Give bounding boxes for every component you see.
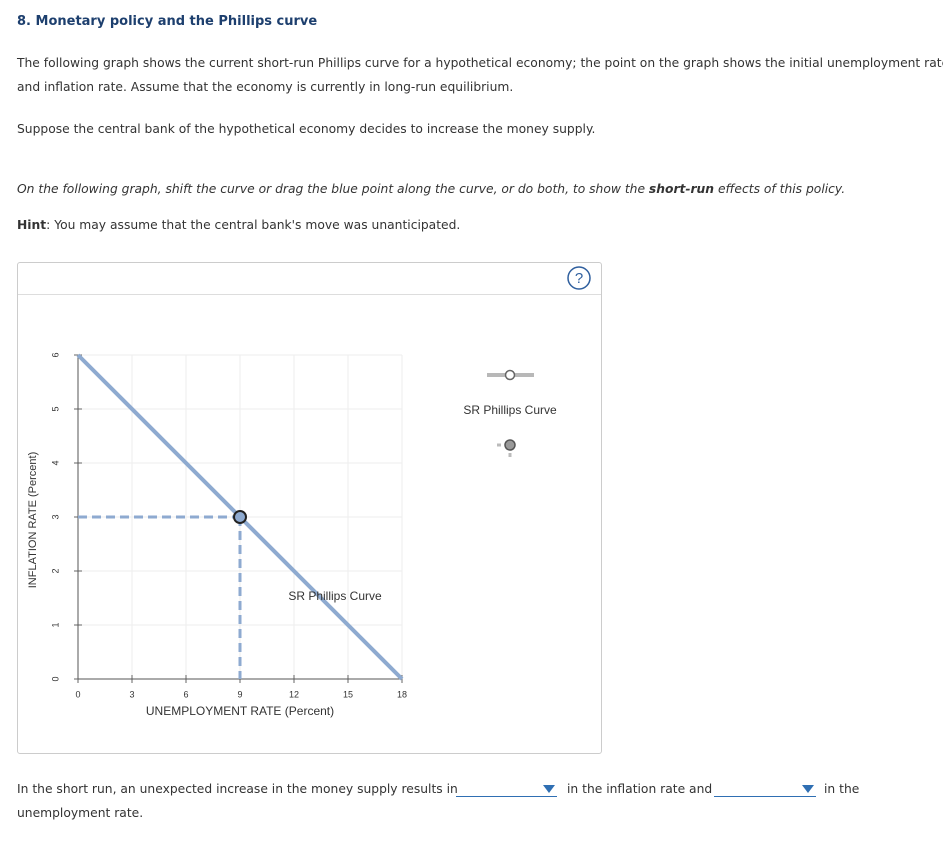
dropdown[interactable]	[456, 782, 557, 797]
y-tick-label: 2	[50, 568, 60, 573]
instruction-text: On the following graph, shift the curve …	[17, 182, 649, 196]
line-tool-handle[interactable]	[504, 369, 516, 381]
dropdown-arrow	[543, 785, 555, 793]
y-tick-label: 1	[50, 622, 60, 627]
hint-label: Hint	[17, 218, 47, 232]
x-tick-label: 3	[129, 689, 134, 699]
help-label[interactable]: ?	[575, 270, 583, 287]
help-button[interactable]	[567, 266, 591, 290]
question-text: In the short run, an unexpected increase…	[17, 782, 458, 796]
y-axis-label: INFLATION RATE (Percent)	[27, 452, 39, 589]
instruction-emphasis: short-run	[648, 182, 715, 196]
page-title: 8. Monetary policy and the Phillips curv…	[17, 14, 318, 29]
x-tick-label: 12	[289, 689, 299, 699]
point-tool[interactable]	[504, 439, 516, 451]
y-tick-label: 6	[50, 352, 60, 357]
panel-header	[18, 263, 601, 295]
palette: SR Phillips Curve	[463, 369, 557, 457]
dropdown-arrow	[802, 785, 814, 793]
x-tick-label: 18	[397, 689, 407, 699]
question-text: in the inflation rate and	[567, 782, 713, 796]
equilibrium-point[interactable]	[233, 510, 247, 524]
scenario: Suppose the central bank of the hypothet…	[17, 122, 596, 136]
instruction-text: effects of this policy.	[714, 182, 846, 196]
hint-text: : You may assume that the central bank's…	[46, 218, 461, 232]
dropdown[interactable]	[714, 782, 816, 797]
x-axis-label: UNEMPLOYMENT RATE (Percent)	[146, 704, 334, 718]
x-tick-label: 6	[183, 689, 188, 699]
legend-label: SR Phillips Curve	[463, 403, 557, 417]
hint: Hint: You may assume that the central ba…	[17, 217, 460, 233]
intro-line: and inflation rate. Assume that the econ…	[17, 80, 514, 94]
y-tick-label: 0	[50, 676, 60, 681]
intro-line: The following graph shows the current sh…	[17, 56, 943, 70]
question-text: unemployment rate.	[17, 806, 144, 820]
y-tick-label: 4	[50, 460, 60, 465]
y-tick-label: 5	[50, 406, 60, 411]
y-tick-label: 3	[50, 514, 60, 519]
x-tick-label: 9	[237, 689, 242, 699]
instruction: On the following graph, shift the curve …	[17, 181, 845, 197]
x-tick-label: 15	[343, 689, 353, 699]
graph-panel	[17, 262, 602, 754]
x-tick-label: 0	[75, 689, 80, 699]
curve-label: SR Phillips Curve	[288, 589, 382, 603]
question-text: in the	[824, 782, 860, 796]
